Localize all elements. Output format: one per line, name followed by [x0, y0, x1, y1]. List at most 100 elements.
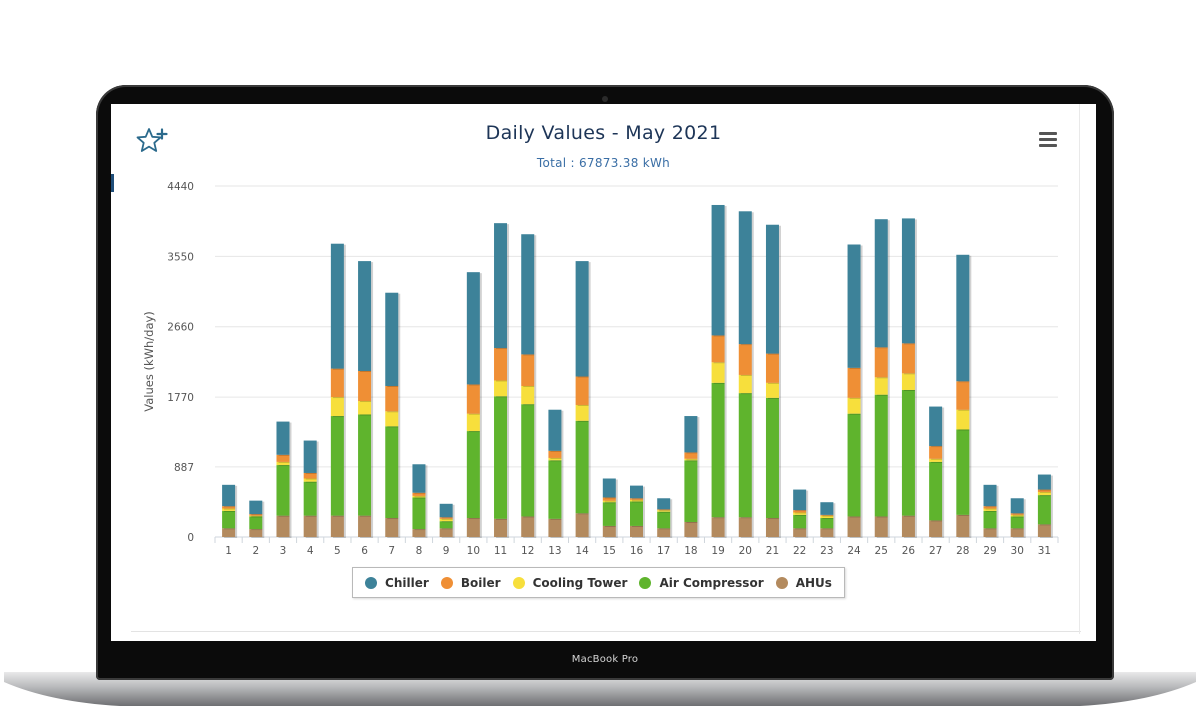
legend-item-cooling-tower[interactable]: Cooling Tower: [512, 575, 628, 590]
hamburger-menu-icon[interactable]: [1039, 132, 1057, 148]
bar-segment-boiler: [466, 384, 480, 414]
bar-segment-chiller: [466, 272, 480, 385]
bar-segment-boiler: [847, 367, 861, 398]
laptop-screen: Daily Values - May 2021 Total : 67873.38…: [111, 104, 1096, 641]
x-tick-label: 30: [1011, 545, 1024, 557]
bar-segment-air-compressor: [630, 501, 643, 526]
bar-segment-boiler: [820, 514, 834, 516]
bar-segment-boiler: [983, 506, 997, 509]
legend-item-air-compressor[interactable]: Air Compressor: [639, 576, 764, 590]
legend-label: Boiler: [460, 575, 501, 590]
bar-segment-chiller: [711, 204, 725, 336]
x-tick-label: 15: [603, 545, 616, 557]
bar-segment-cooling-tower: [983, 508, 997, 511]
bar-segment-boiler: [330, 368, 344, 398]
bar-segment-ahus: [548, 518, 562, 537]
bar-shadow: [251, 516, 265, 518]
y-tick-label: 1770: [167, 392, 194, 404]
bar-segment-ahus: [1010, 528, 1024, 537]
bar-segment-cooling-tower: [222, 508, 236, 511]
bar-shadow: [414, 496, 428, 499]
device-brand-label: MacBook Pro: [571, 654, 639, 665]
bar-segment-air-compressor: [358, 414, 372, 516]
bar-segment-chiller: [249, 500, 263, 515]
legend-item-chiller[interactable]: Chiller: [365, 576, 429, 590]
bar-segment-boiler: [439, 517, 453, 519]
bar-segment-boiler: [575, 376, 589, 405]
x-tick-label: 14: [575, 545, 589, 557]
legend-label: Cooling Tower: [532, 575, 628, 590]
bar-segment-air-compressor: [575, 420, 589, 514]
legend-swatch: [365, 576, 378, 589]
bar-segment-boiler: [249, 514, 263, 516]
bar-segment-ahus: [521, 516, 535, 537]
bar-segment-chiller: [385, 292, 399, 387]
bar-segment-boiler: [412, 492, 426, 496]
x-tick-label: 25: [875, 545, 888, 557]
chart-subtitle: Total : 67873.38 kWh: [536, 156, 671, 170]
bar-segment-cooling-tower: [466, 413, 480, 432]
bar-segment-chiller: [575, 261, 589, 377]
legend-label: Chiller: [385, 575, 429, 590]
bar-segment-air-compressor: [276, 465, 290, 516]
bar-segment-air-compressor: [548, 460, 562, 519]
bar-segment-air-compressor: [657, 511, 671, 529]
bar-segment-ahus: [330, 515, 344, 537]
bar-segment-boiler: [602, 497, 616, 501]
bar-segment-air-compressor: [222, 510, 236, 529]
bar-segment-chiller: [983, 484, 997, 507]
bar-segment-chiller: [820, 502, 834, 515]
bar-segment-boiler: [1037, 489, 1051, 492]
y-tick-label: 3550: [167, 251, 194, 263]
bar-segment-ahus: [439, 528, 453, 537]
bar-segment-air-compressor: [711, 382, 725, 518]
x-tick-label: 4: [307, 545, 314, 557]
bar-segment-ahus: [847, 516, 861, 537]
bar-segment-cooling-tower: [385, 411, 399, 427]
bar-segment-air-compressor: [1037, 495, 1051, 525]
bar-segment-air-compressor: [983, 510, 997, 529]
bar-segment-ahus: [630, 525, 643, 537]
bar-segment-cooling-tower: [630, 499, 643, 502]
bar-segment-chiller: [684, 416, 698, 453]
bar-segment-chiller: [793, 489, 807, 511]
bar-segment-ahus: [358, 515, 372, 537]
bar-segment-air-compressor: [412, 497, 426, 530]
bar-segment-chiller: [222, 484, 236, 507]
bar-segment-boiler: [385, 386, 399, 412]
bar-segment-boiler: [711, 335, 725, 363]
bar-segment-cooling-tower: [575, 404, 589, 421]
bar-segment-ahus: [602, 525, 616, 537]
bar-segment-ahus: [276, 515, 290, 537]
bar-segment-cooling-tower: [439, 518, 453, 522]
bar-shadow: [1012, 515, 1026, 518]
bar-segment-ahus: [765, 518, 779, 537]
bar-segment-cooling-tower: [874, 377, 888, 395]
bar-segment-cooling-tower: [330, 397, 344, 417]
bar-segment-ahus: [684, 521, 698, 537]
bar-segment-cooling-tower: [548, 457, 562, 461]
x-tick-label: 11: [494, 545, 507, 557]
bar-segment-air-compressor: [765, 397, 779, 519]
x-tick-label: 28: [956, 545, 969, 557]
bar-segment-cooling-tower: [602, 500, 616, 503]
bar-segment-cooling-tower: [276, 461, 290, 466]
bar-segment-air-compressor: [602, 502, 616, 526]
bar-segment-chiller: [738, 211, 752, 345]
bar-segment-boiler: [738, 344, 752, 375]
bar-segment-chiller: [1037, 474, 1051, 490]
bar-segment-air-compressor: [684, 460, 698, 522]
bar-segment-boiler: [358, 370, 372, 402]
x-tick-label: 24: [847, 545, 861, 557]
legend-item-ahus[interactable]: AHUs: [775, 576, 832, 590]
x-tick-label: 21: [766, 545, 779, 557]
bar-segment-cooling-tower: [1037, 491, 1051, 496]
chart-title: Daily Values - May 2021: [485, 122, 722, 144]
favorite-star-plus-icon[interactable]: [135, 126, 175, 156]
legend-item-boiler[interactable]: Boiler: [440, 575, 501, 590]
x-tick-label: 12: [521, 545, 534, 557]
bar-segment-air-compressor: [847, 413, 861, 517]
y-tick-label: 887: [174, 462, 194, 474]
x-tick-label: 19: [711, 545, 724, 557]
